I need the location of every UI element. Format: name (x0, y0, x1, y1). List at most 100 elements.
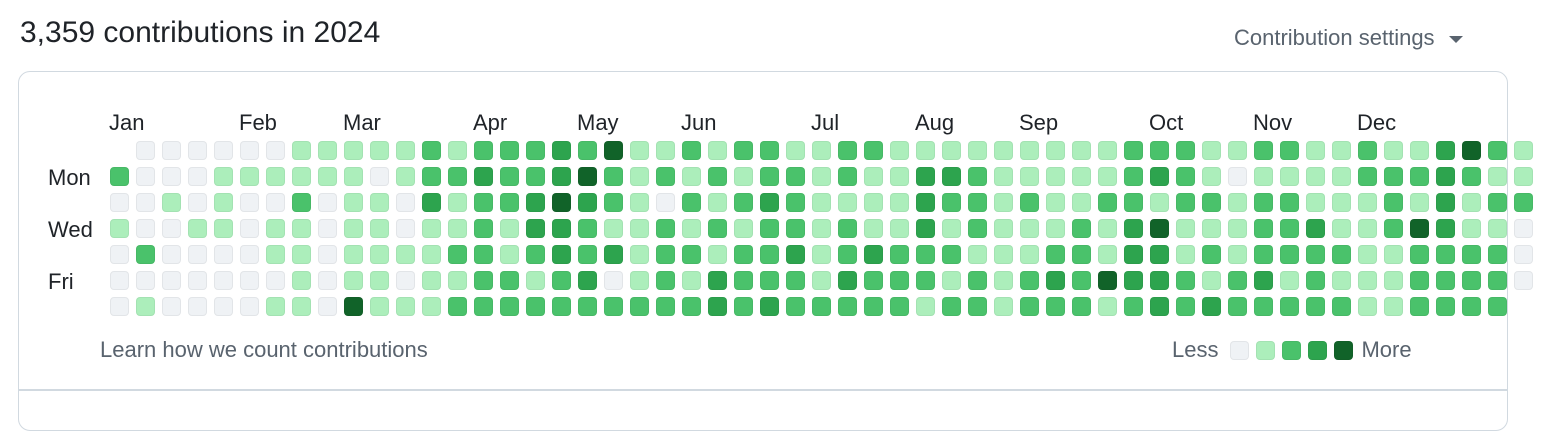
contribution-cell[interactable] (1488, 245, 1507, 264)
contribution-cell[interactable] (318, 271, 337, 290)
contribution-cell[interactable] (968, 297, 987, 316)
contribution-cell[interactable] (578, 167, 597, 186)
contribution-cell[interactable] (708, 245, 727, 264)
contribution-cell[interactable] (214, 297, 233, 316)
contribution-cell[interactable] (162, 193, 181, 212)
contribution-cell[interactable] (1254, 219, 1273, 238)
contribution-cell[interactable] (526, 219, 545, 238)
contribution-cell[interactable] (162, 219, 181, 238)
contribution-cell[interactable] (1228, 193, 1247, 212)
contribution-cell[interactable] (1514, 219, 1533, 238)
contribution-cell[interactable] (708, 141, 727, 160)
contribution-cell[interactable] (1358, 245, 1377, 264)
contribution-cell[interactable] (422, 141, 441, 160)
contribution-cell[interactable] (162, 271, 181, 290)
contribution-cell[interactable] (344, 297, 363, 316)
contribution-cell[interactable] (656, 271, 675, 290)
contribution-cell[interactable] (1332, 245, 1351, 264)
contribution-cell[interactable] (1410, 193, 1429, 212)
contribution-cell[interactable] (1280, 193, 1299, 212)
contribution-cell[interactable] (1384, 167, 1403, 186)
contribution-cell[interactable] (1124, 167, 1143, 186)
contribution-cell[interactable] (1098, 245, 1117, 264)
contribution-cell[interactable] (734, 297, 753, 316)
contribution-cell[interactable] (656, 193, 675, 212)
contribution-cell[interactable] (1150, 297, 1169, 316)
contribution-cell[interactable] (942, 167, 961, 186)
contribution-cell[interactable] (1358, 297, 1377, 316)
contribution-cell[interactable] (1410, 167, 1429, 186)
contribution-cell[interactable] (708, 167, 727, 186)
contribution-cell[interactable] (916, 167, 935, 186)
contribution-cell[interactable] (890, 167, 909, 186)
contribution-cell[interactable] (448, 245, 467, 264)
contribution-cell[interactable] (552, 193, 571, 212)
contribution-cell[interactable] (890, 193, 909, 212)
learn-how-we-count-link[interactable]: Learn how we count contributions (100, 337, 428, 362)
contribution-cell[interactable] (552, 245, 571, 264)
contribution-cell[interactable] (682, 245, 701, 264)
contribution-cell[interactable] (734, 193, 753, 212)
contribution-cell[interactable] (474, 167, 493, 186)
contribution-cell[interactable] (214, 245, 233, 264)
contribution-cell[interactable] (292, 297, 311, 316)
contribution-cell[interactable] (1332, 297, 1351, 316)
contribution-cell[interactable] (500, 193, 519, 212)
contribution-cell[interactable] (760, 219, 779, 238)
contribution-cell[interactable] (786, 297, 805, 316)
contribution-cell[interactable] (318, 245, 337, 264)
contribution-cell[interactable] (656, 141, 675, 160)
contribution-cell[interactable] (448, 141, 467, 160)
contribution-cell[interactable] (266, 219, 285, 238)
contribution-cell[interactable] (1488, 167, 1507, 186)
contribution-cell[interactable] (1124, 271, 1143, 290)
contribution-cell[interactable] (1384, 193, 1403, 212)
contribution-cell[interactable] (1280, 245, 1299, 264)
contribution-cell[interactable] (526, 271, 545, 290)
contribution-cell[interactable] (1358, 193, 1377, 212)
contribution-cell[interactable] (1306, 297, 1325, 316)
contribution-cell[interactable] (734, 271, 753, 290)
contribution-cell[interactable] (630, 193, 649, 212)
contribution-cell[interactable] (110, 167, 129, 186)
contribution-cell[interactable] (1436, 245, 1455, 264)
contribution-cell[interactable] (474, 193, 493, 212)
contribution-cell[interactable] (162, 141, 181, 160)
contribution-cell[interactable] (838, 167, 857, 186)
contribution-cell[interactable] (968, 141, 987, 160)
contribution-cell[interactable] (500, 297, 519, 316)
contribution-cell[interactable] (396, 141, 415, 160)
contribution-cell[interactable] (1176, 297, 1195, 316)
contribution-cell[interactable] (1176, 219, 1195, 238)
contribution-cell[interactable] (1462, 219, 1481, 238)
contribution-cell[interactable] (1046, 193, 1065, 212)
contribution-cell[interactable] (1254, 167, 1273, 186)
contribution-cell[interactable] (578, 271, 597, 290)
contribution-cell[interactable] (266, 193, 285, 212)
contribution-cell[interactable] (136, 141, 155, 160)
contribution-cell[interactable] (214, 167, 233, 186)
contribution-cell[interactable] (1254, 297, 1273, 316)
contribution-cell[interactable] (110, 297, 129, 316)
contribution-cell[interactable] (604, 271, 623, 290)
contribution-cell[interactable] (1072, 245, 1091, 264)
contribution-cell[interactable] (1098, 141, 1117, 160)
contribution-cell[interactable] (1020, 245, 1039, 264)
contribution-cell[interactable] (1436, 193, 1455, 212)
contribution-cell[interactable] (1462, 297, 1481, 316)
contribution-cell[interactable] (1488, 219, 1507, 238)
contribution-cell[interactable] (1436, 141, 1455, 160)
contribution-cell[interactable] (994, 271, 1013, 290)
contribution-cell[interactable] (916, 141, 935, 160)
contribution-cell[interactable] (396, 245, 415, 264)
contribution-cell[interactable] (136, 193, 155, 212)
contribution-cell[interactable] (760, 141, 779, 160)
contribution-cell[interactable] (864, 167, 883, 186)
contribution-cell[interactable] (214, 193, 233, 212)
contribution-cell[interactable] (1462, 271, 1481, 290)
contribution-cell[interactable] (240, 245, 259, 264)
contribution-cell[interactable] (968, 245, 987, 264)
contribution-cell[interactable] (136, 271, 155, 290)
contribution-cell[interactable] (370, 193, 389, 212)
contribution-cell[interactable] (240, 271, 259, 290)
